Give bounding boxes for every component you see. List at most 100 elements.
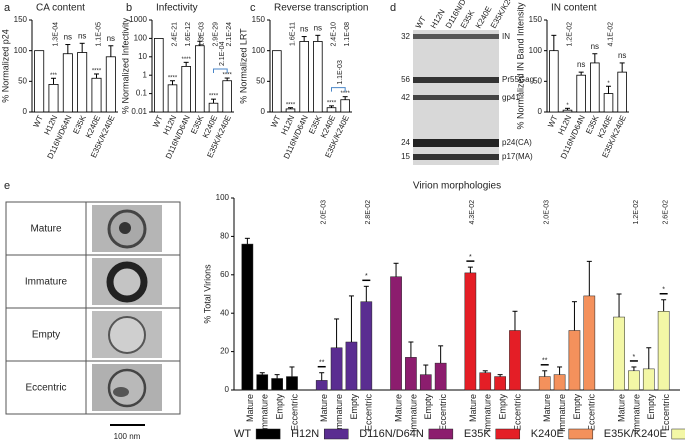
legend-label: WT	[234, 428, 251, 440]
y-tick-label: 0.1	[136, 89, 148, 98]
legend-swatch	[255, 428, 281, 440]
bar	[48, 84, 59, 113]
bar	[617, 71, 627, 113]
p-value: 1.6E-12	[185, 22, 192, 47]
bar	[494, 376, 506, 391]
p-value: 4.3E-02	[469, 200, 476, 225]
bar	[105, 56, 116, 113]
bar	[613, 316, 625, 391]
marker: 32	[401, 32, 410, 41]
row-label: Immature	[25, 277, 68, 288]
scale-label: 100 nm	[114, 432, 141, 441]
y-tick-label: 100	[134, 34, 148, 43]
bar	[576, 74, 586, 113]
y-tick-label: 100	[216, 193, 230, 202]
x-tick-label: Mature	[616, 394, 626, 422]
bar	[434, 362, 447, 391]
y-tick-label: 1000	[129, 15, 147, 24]
chart-title: Reverse transcription	[274, 3, 368, 14]
bar	[271, 378, 283, 391]
y-tick-label: 80	[220, 232, 229, 241]
virion	[108, 316, 146, 354]
x-tick-label: Eccentric	[661, 394, 671, 432]
y-tick-label: 150	[14, 15, 28, 24]
bar	[509, 330, 521, 391]
lane-label: WT	[414, 15, 428, 30]
x-tick-label: Empty	[646, 394, 656, 420]
legend-label: E35K	[464, 428, 492, 440]
p-value: 2.8E-02	[365, 200, 372, 225]
bar	[628, 370, 640, 391]
stars: ****	[92, 69, 102, 75]
marker: 24	[401, 138, 410, 147]
bar	[549, 50, 559, 113]
bar	[553, 374, 566, 391]
bar	[642, 368, 655, 391]
bar	[286, 376, 298, 391]
bar	[360, 301, 373, 391]
bar	[479, 372, 492, 391]
x-tick-label: Immature	[483, 394, 493, 432]
bar	[154, 38, 164, 113]
legend-label: D116N/D64N	[359, 428, 424, 440]
stars: ****	[327, 100, 337, 106]
p-value: 1.2E-02	[566, 22, 573, 47]
x-tick-label: Eccentric	[364, 394, 374, 432]
bar	[91, 77, 102, 113]
x-tick-label: WT	[546, 114, 559, 129]
significance: ns	[300, 25, 308, 34]
bracket	[331, 87, 346, 92]
panel-letter: c	[250, 2, 256, 14]
stars: ****	[286, 102, 296, 108]
band	[413, 77, 499, 83]
chart-title: Virion morphologies	[413, 181, 501, 192]
bar	[285, 108, 296, 113]
x-tick-label: Empty	[423, 394, 433, 420]
p-value: 2.0E-03	[544, 200, 551, 225]
legend-label: E35K/K240E	[604, 428, 667, 440]
bar	[34, 50, 45, 113]
significance: ns	[591, 42, 599, 51]
x-tick-label: Empty	[274, 394, 284, 420]
stars: **	[542, 358, 548, 365]
x-tick-label: WT	[269, 114, 282, 129]
chart-title: IN content	[551, 3, 597, 14]
core	[119, 222, 131, 234]
y-tick-label: 50	[533, 76, 542, 85]
legend-swatch	[671, 428, 685, 440]
stars: ****	[168, 75, 178, 81]
band-label: p24(CA)	[502, 138, 532, 147]
bar	[562, 109, 573, 113]
legend-swatch	[323, 428, 349, 440]
stars: *	[365, 273, 368, 280]
bar	[208, 102, 219, 113]
band-label: p17(MA)	[502, 152, 533, 161]
significance: ns	[107, 34, 115, 43]
marker: 15	[401, 152, 410, 161]
bar	[657, 311, 670, 391]
band	[413, 154, 499, 160]
x-tick-label: Immature	[557, 394, 567, 432]
p-value: 2.9E-29	[212, 22, 219, 47]
legend-label: K240E	[531, 428, 564, 440]
x-tick-label: Mature	[393, 394, 403, 422]
stars: *	[633, 354, 636, 361]
stars: ****	[340, 91, 350, 97]
y-tick-label: 10	[138, 52, 147, 61]
bar	[568, 330, 581, 391]
bar	[195, 45, 205, 113]
panel-letter: e	[4, 180, 10, 192]
panel-letter: b	[126, 2, 132, 14]
p-value: 2.4E-10	[330, 22, 337, 47]
bar	[419, 374, 432, 391]
bar	[330, 347, 343, 391]
p-value: 4.1E-02	[607, 22, 614, 47]
y-axis-label: % Normalized p24	[0, 29, 10, 103]
y-tick-label: 0.01	[131, 107, 147, 116]
x-tick-label: Mature	[542, 394, 552, 422]
legend-swatch	[495, 428, 521, 440]
p-value: 1.3E-03	[199, 22, 206, 47]
y-tick-label: 150	[252, 15, 266, 24]
x-tick-label: Immature	[631, 394, 641, 432]
bracket	[213, 68, 228, 74]
